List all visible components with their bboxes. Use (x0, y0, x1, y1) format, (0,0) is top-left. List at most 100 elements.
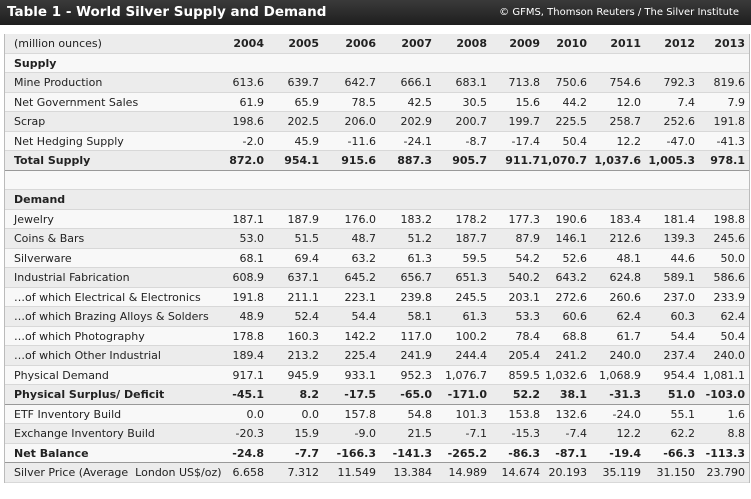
year-header: 2010 (556, 37, 587, 50)
cell-value: 223.1 (344, 290, 377, 304)
cell-value: 50.0 (720, 251, 746, 265)
row-label: Physical Demand (14, 368, 109, 382)
cell-value: 178.8 (232, 329, 265, 343)
cell-value: 45.9 (294, 134, 320, 148)
cell-value: 613.6 (232, 76, 265, 89)
cell-value: 239.8 (400, 290, 433, 304)
cell-value: -24.1 (403, 134, 432, 148)
cell-value: 225.5 (555, 115, 588, 128)
cell-value: 260.6 (609, 290, 642, 304)
table-row: Supply (5, 53, 749, 73)
cell-value: 0.0 (246, 407, 265, 421)
row-label: Total Supply (14, 154, 91, 167)
cell-value: 540.2 (508, 271, 541, 284)
cell-value: 35.119 (602, 466, 642, 479)
table: (million ounces) 2004 2005 2006 2007 2008 2009… (4, 34, 750, 483)
table-row: ETF Inventory Build 0.0 0.0 157.8 54.8 101.3 1… (5, 404, 749, 424)
row-label: ETF Inventory Build (14, 407, 122, 421)
cell-value: 11.549 (337, 466, 377, 479)
cell-value: 58.1 (407, 310, 433, 323)
table-row: Net Balance -24.8 -7.7 -166.3 -141.3 -265.2 -8… (5, 443, 749, 463)
cell-value: 68.1 (239, 251, 265, 265)
cell-value: 978.1 (710, 154, 745, 167)
cell-value: 252.6 (663, 115, 696, 128)
cell-value: 952.3 (400, 368, 433, 382)
cell-value: 7.4 (677, 95, 696, 109)
table-row: Mine Production 613.6 639.7 642.7 666.1 683.1… (5, 73, 749, 93)
row-label: …of which Brazing Alloys & Solders (14, 310, 209, 323)
cell-value: 50.4 (720, 329, 746, 343)
cell-value: 241.9 (400, 349, 433, 362)
cell-value: 42.5 (407, 95, 433, 109)
cell-value: 51.5 (294, 232, 320, 245)
year-header: 2004 (233, 37, 264, 50)
cell-value: 132.6 (555, 407, 588, 421)
cell-value: 52.2 (512, 388, 540, 401)
cell-value: 754.6 (609, 76, 642, 89)
cell-value: 911.7 (505, 154, 540, 167)
cell-value: 117.0 (400, 329, 433, 343)
cell-value: 62.4 (720, 310, 746, 323)
cell-value: 651.3 (455, 271, 488, 284)
cell-value: 206.0 (344, 115, 377, 128)
cell-value: -41.3 (716, 134, 745, 148)
cell-value: -141.3 (392, 446, 432, 460)
cell-value: 1,037.6 (594, 154, 641, 167)
cell-value: 78.4 (515, 329, 541, 343)
cell-value: 933.1 (344, 368, 377, 382)
cell-value: 1,070.7 (540, 154, 587, 167)
cell-value: 12.2 (616, 427, 642, 440)
cell-value: -166.3 (336, 446, 376, 460)
header-bar: Table 1 - World Silver Supply and Demand… (0, 0, 751, 25)
cell-value: -45.1 (232, 388, 264, 401)
cell-value: 1,005.3 (648, 154, 695, 167)
cell-value: 713.8 (508, 76, 541, 89)
cell-value: 55.1 (670, 407, 696, 421)
cell-value: -66.3 (663, 446, 695, 460)
cell-value: 44.2 (562, 95, 588, 109)
row-label: Silver Price (Average London US$/oz) (14, 466, 222, 479)
table-row: …of which Photography 178.8 160.3 142.2 117.… (5, 326, 749, 346)
cell-value: 241.2 (555, 349, 588, 362)
cell-value: 187.7 (455, 232, 488, 245)
table-row: Net Hedging Supply -2.0 45.9 -11.6 -24.1 -8.7… (5, 131, 749, 151)
cell-value: -11.6 (347, 134, 376, 148)
cell-value: 642.7 (344, 76, 377, 89)
cell-value: 60.3 (670, 310, 696, 323)
cell-value: 54.4 (670, 329, 696, 343)
row-label: Jewelry (14, 212, 54, 226)
cell-value: 15.6 (515, 95, 541, 109)
cell-value: 189.4 (232, 349, 265, 362)
cell-value: 225.4 (344, 349, 377, 362)
cell-value: 52.4 (294, 310, 320, 323)
cell-value: 240.0 (609, 349, 642, 362)
cell-value: -171.0 (447, 388, 487, 401)
table-row: Net Government Sales 61.9 65.9 78.5 42.5 30.5… (5, 92, 749, 112)
cell-value: 643.2 (555, 271, 588, 284)
table-row: Demand (5, 190, 749, 210)
cell-value: 258.7 (609, 115, 642, 128)
source: © GFMS, Thomson Reuters / The Silver Ins… (499, 7, 739, 18)
table-row: Coins & Bars 53.0 51.5 48.7 51.2 187.7 87.9 146… (5, 229, 749, 249)
cell-value: -8.7 (465, 134, 487, 148)
cell-value: 190.6 (555, 212, 588, 226)
cell-value: 38.1 (559, 388, 587, 401)
row-label: Scrap (14, 115, 46, 128)
year-header: 2005 (288, 37, 319, 50)
cell-value: 191.8 (232, 290, 265, 304)
unit-label: (million ounces) (14, 37, 102, 50)
cell-value: 202.9 (400, 115, 433, 128)
cell-value: 187.9 (287, 212, 320, 226)
cell-value: 61.9 (239, 95, 265, 109)
cell-value: 272.6 (555, 290, 588, 304)
cell-value: 61.3 (407, 251, 433, 265)
cell-value: 61.7 (616, 329, 642, 343)
row-label: Silverware (14, 251, 72, 265)
table-row: Exchange Inventory Build -20.3 15.9 -9.0 21.… (5, 424, 749, 444)
cell-value: 945.9 (287, 368, 320, 382)
cell-value: -7.1 (465, 427, 487, 440)
cell-value: 586.6 (713, 271, 746, 284)
cell-value: 212.6 (609, 232, 642, 245)
cell-value: -113.3 (705, 446, 745, 460)
cell-value: 792.3 (663, 76, 696, 89)
